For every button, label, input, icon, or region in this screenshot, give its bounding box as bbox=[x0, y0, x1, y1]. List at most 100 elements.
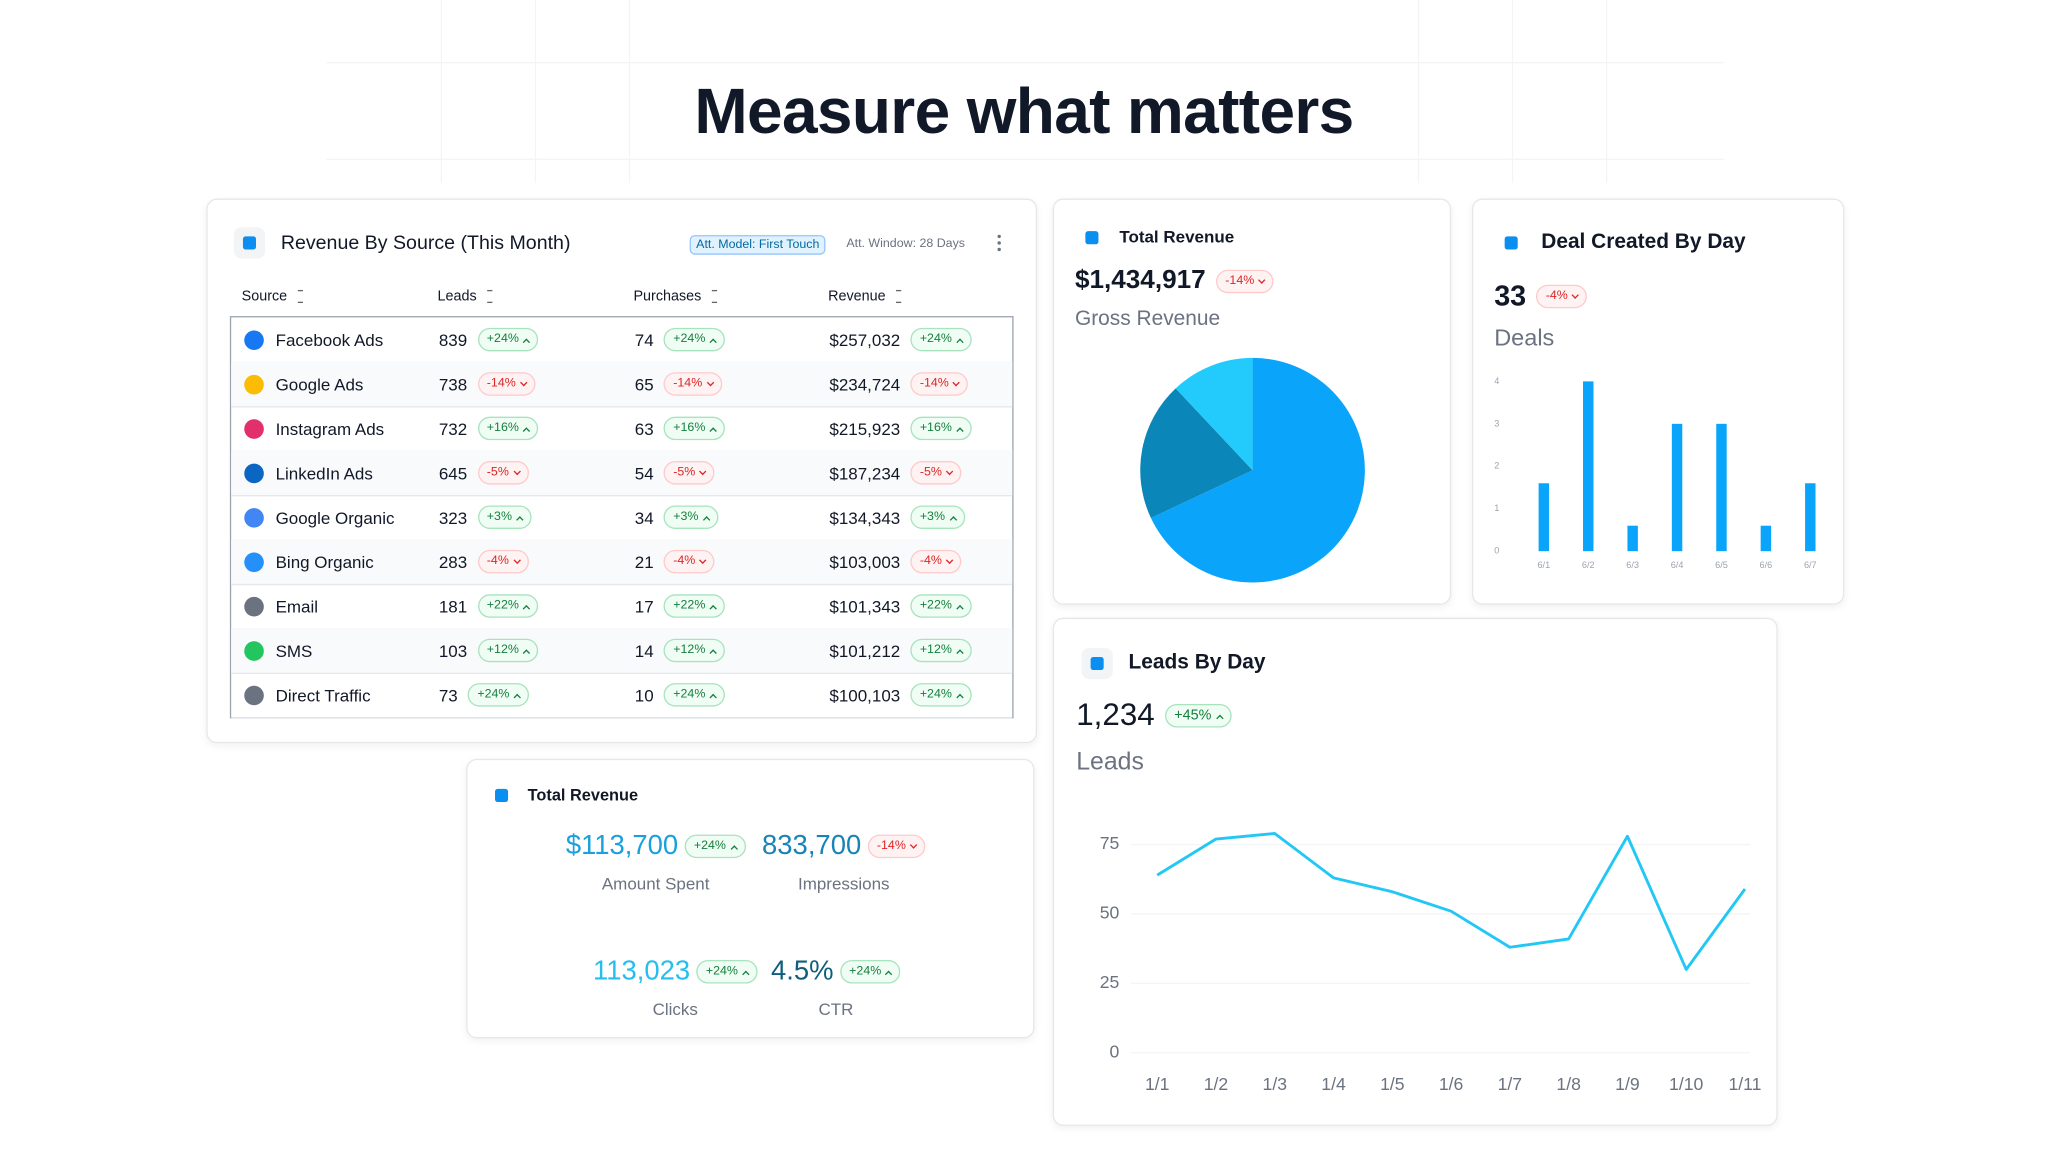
bar bbox=[1538, 483, 1550, 552]
y-tick-label: 50 bbox=[1100, 903, 1120, 923]
change: +24% bbox=[477, 687, 510, 702]
x-tick-label: 6/6 bbox=[1760, 560, 1773, 570]
bar bbox=[1583, 381, 1594, 552]
column-header[interactable]: Purchases bbox=[633, 289, 717, 305]
metric-label: CTR bbox=[818, 999, 854, 1019]
y-tick-label: 2 bbox=[1494, 461, 1499, 471]
change: +3% bbox=[919, 509, 945, 524]
change: +12% bbox=[919, 642, 952, 657]
value-cell: 283 -4% bbox=[439, 539, 529, 583]
change-badge: +45% bbox=[1165, 703, 1232, 728]
column-header[interactable]: Revenue bbox=[828, 289, 901, 305]
bar bbox=[1627, 525, 1638, 552]
change-badge: +16% bbox=[910, 416, 972, 441]
value: 54 bbox=[634, 463, 654, 483]
value: 65 bbox=[634, 374, 654, 394]
pie-title: Total Revenue bbox=[1119, 226, 1235, 247]
change-badge: +3% bbox=[477, 505, 532, 529]
x-tick-label: 1/11 bbox=[1728, 1074, 1761, 1094]
change: -4% bbox=[1545, 288, 1568, 304]
attribution-badge[interactable]: Att. Model: First Touch bbox=[689, 235, 826, 255]
change: -14% bbox=[876, 838, 906, 853]
value-cell: $215,923 +16% bbox=[829, 406, 972, 450]
value-cell: 54 -5% bbox=[635, 451, 715, 495]
value: $113,700 bbox=[565, 830, 679, 861]
table-row: LinkedIn Ads 645 -5% 54 -5% $187,234 -5% bbox=[231, 450, 1013, 497]
value: 4.5% bbox=[770, 956, 834, 987]
value-cell: 21 -4% bbox=[635, 539, 715, 583]
value-cell: 103 +12% bbox=[439, 628, 539, 672]
value-cell: $100,103 +24% bbox=[829, 673, 972, 717]
change-badge: +22% bbox=[664, 594, 725, 618]
source-name: Google Organic bbox=[275, 507, 395, 528]
value: 833,700 bbox=[762, 830, 862, 861]
value: 113,023 bbox=[593, 956, 691, 987]
x-tick-label: 1/2 bbox=[1204, 1074, 1229, 1094]
value: 74 bbox=[634, 329, 654, 350]
change-badge: -4% bbox=[910, 549, 962, 574]
change: +24% bbox=[919, 687, 952, 702]
y-tick-label: 25 bbox=[1100, 972, 1120, 992]
x-tick-label: 6/3 bbox=[1626, 560, 1639, 570]
bar bbox=[1671, 423, 1683, 552]
change: -4% bbox=[486, 553, 509, 569]
kpi-card bbox=[466, 758, 1035, 1039]
value: $1,434,917 bbox=[1074, 265, 1206, 295]
bar bbox=[1716, 423, 1727, 552]
change-badge: +24% bbox=[477, 327, 539, 352]
source-name: Email bbox=[275, 596, 319, 616]
change: +3% bbox=[486, 509, 512, 524]
pie-subtitle: Gross Revenue bbox=[1074, 308, 1221, 331]
value: $103,003 bbox=[829, 551, 901, 572]
value-cell: $103,003 -4% bbox=[829, 539, 962, 583]
value: $100,103 bbox=[829, 685, 901, 705]
x-tick-label: 1/4 bbox=[1321, 1074, 1346, 1094]
line-title: Leads By Day bbox=[1128, 651, 1266, 674]
menu-button[interactable] bbox=[994, 232, 1004, 253]
column-header[interactable]: Source bbox=[242, 289, 303, 305]
window-badge[interactable]: Att. Window: 28 Days bbox=[846, 236, 965, 251]
page-title: Measure what matters bbox=[694, 77, 1354, 148]
source-cell: SMS bbox=[244, 628, 312, 672]
value: 732 bbox=[438, 418, 468, 439]
change-badge: +24% bbox=[684, 834, 746, 859]
change: +16% bbox=[486, 420, 519, 435]
value-cell: $234,724 -14% bbox=[829, 362, 969, 406]
source-name: LinkedIn Ads bbox=[275, 463, 373, 483]
change: +24% bbox=[919, 331, 952, 347]
source-icon bbox=[244, 551, 264, 572]
table-row: Direct Traffic 73 +24% 10 +24% $100,103 +24% bbox=[231, 673, 1013, 719]
column-header[interactable]: Leads bbox=[438, 289, 493, 305]
source-icon bbox=[244, 418, 264, 439]
value: $234,724 bbox=[829, 374, 901, 394]
source-cell: Direct Traffic bbox=[244, 673, 371, 717]
bar bbox=[1805, 483, 1816, 552]
x-tick-label: 6/2 bbox=[1582, 560, 1595, 570]
change-badge: +12% bbox=[477, 638, 539, 663]
change: -5% bbox=[673, 464, 696, 480]
y-tick-label: 3 bbox=[1494, 418, 1499, 428]
source-name: Instagram Ads bbox=[275, 418, 385, 439]
change: +3% bbox=[673, 509, 699, 524]
change: +12% bbox=[486, 642, 519, 657]
change-badge: +22% bbox=[477, 594, 539, 618]
source-icon bbox=[244, 685, 264, 705]
x-tick-label: 1/10 bbox=[1669, 1074, 1704, 1094]
change-badge: +24% bbox=[468, 683, 530, 707]
value: 17 bbox=[634, 596, 654, 616]
metric-value: $113,700 +24% bbox=[566, 831, 746, 862]
change-badge: -5% bbox=[664, 461, 715, 485]
value-cell: $134,343 +3% bbox=[829, 495, 965, 539]
change: +24% bbox=[693, 838, 726, 853]
value: $101,343 bbox=[829, 596, 901, 616]
change: -5% bbox=[919, 464, 942, 480]
bar-title: Deal Created By Day bbox=[1541, 231, 1746, 254]
metric: $113,700 +24% Amount Spent bbox=[566, 831, 746, 893]
change-badge: +16% bbox=[664, 416, 725, 441]
pie-value: $1,434,917 -14% bbox=[1075, 266, 1274, 296]
value: 181 bbox=[438, 596, 468, 616]
change-badge: +24% bbox=[910, 327, 972, 352]
change-badge: +24% bbox=[840, 959, 901, 984]
change: -4% bbox=[673, 553, 696, 569]
